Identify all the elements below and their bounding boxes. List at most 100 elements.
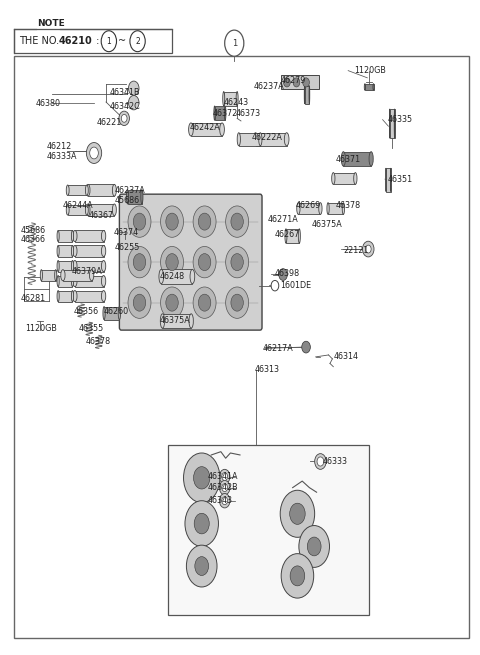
Circle shape xyxy=(90,147,98,159)
Ellipse shape xyxy=(214,106,216,121)
Text: 46242A: 46242A xyxy=(190,123,220,132)
Circle shape xyxy=(198,253,211,271)
Bar xyxy=(75,276,104,287)
Text: 45686: 45686 xyxy=(21,225,46,234)
Ellipse shape xyxy=(112,204,116,215)
Circle shape xyxy=(121,115,127,122)
Ellipse shape xyxy=(385,168,386,191)
Circle shape xyxy=(130,31,145,52)
Text: 46343: 46343 xyxy=(207,496,232,505)
Bar xyxy=(255,133,287,146)
Text: 46210: 46210 xyxy=(59,36,92,47)
Circle shape xyxy=(166,253,178,271)
Circle shape xyxy=(133,253,146,271)
Ellipse shape xyxy=(297,202,300,214)
Circle shape xyxy=(166,213,178,230)
Ellipse shape xyxy=(86,184,90,196)
Circle shape xyxy=(280,490,315,537)
Ellipse shape xyxy=(112,184,116,196)
Circle shape xyxy=(160,206,183,237)
Ellipse shape xyxy=(220,123,224,136)
Ellipse shape xyxy=(55,270,57,281)
Circle shape xyxy=(271,280,279,291)
Ellipse shape xyxy=(190,269,195,284)
FancyBboxPatch shape xyxy=(120,194,262,330)
Text: 46356: 46356 xyxy=(73,307,98,316)
Bar xyxy=(75,231,104,242)
FancyBboxPatch shape xyxy=(14,56,469,638)
Circle shape xyxy=(128,246,151,278)
Text: 46221: 46221 xyxy=(96,118,121,127)
Ellipse shape xyxy=(284,133,289,146)
Text: 46255: 46255 xyxy=(115,243,140,252)
Ellipse shape xyxy=(319,202,322,214)
Circle shape xyxy=(193,287,216,318)
Bar xyxy=(68,204,87,215)
Circle shape xyxy=(231,253,243,271)
Text: 46313: 46313 xyxy=(254,365,279,375)
Circle shape xyxy=(226,287,249,318)
Ellipse shape xyxy=(101,231,106,242)
Circle shape xyxy=(222,496,228,504)
Text: 46375A: 46375A xyxy=(159,316,191,326)
Circle shape xyxy=(86,143,102,164)
Circle shape xyxy=(302,341,311,353)
Text: 46281: 46281 xyxy=(21,293,46,303)
Bar xyxy=(104,307,120,320)
Circle shape xyxy=(219,470,230,483)
Ellipse shape xyxy=(57,291,59,302)
Bar xyxy=(58,276,72,287)
Circle shape xyxy=(299,525,329,567)
Ellipse shape xyxy=(237,133,240,146)
Circle shape xyxy=(362,241,374,257)
Text: 46373: 46373 xyxy=(235,109,260,118)
Text: 46267: 46267 xyxy=(275,229,300,238)
Circle shape xyxy=(195,557,209,576)
Ellipse shape xyxy=(373,84,374,90)
Text: 46260: 46260 xyxy=(104,307,129,316)
Bar xyxy=(162,314,191,328)
Bar xyxy=(58,261,72,272)
Bar xyxy=(215,106,225,121)
Text: 1601DE: 1601DE xyxy=(280,280,311,290)
Text: 45686: 45686 xyxy=(115,196,140,204)
Circle shape xyxy=(231,294,243,311)
Circle shape xyxy=(289,503,305,525)
Ellipse shape xyxy=(66,185,69,195)
Ellipse shape xyxy=(72,261,73,272)
Bar xyxy=(75,291,104,302)
Bar xyxy=(88,184,114,196)
Circle shape xyxy=(293,78,300,87)
Ellipse shape xyxy=(72,231,73,242)
Ellipse shape xyxy=(160,314,165,328)
Circle shape xyxy=(290,566,305,586)
Circle shape xyxy=(129,81,139,96)
Ellipse shape xyxy=(364,84,366,90)
Circle shape xyxy=(186,545,217,587)
Bar xyxy=(128,189,142,204)
Circle shape xyxy=(193,206,216,237)
Bar xyxy=(390,109,395,138)
Ellipse shape xyxy=(259,133,262,146)
Text: THE NO.: THE NO. xyxy=(19,36,59,47)
Bar xyxy=(224,92,237,106)
Ellipse shape xyxy=(57,231,59,242)
Ellipse shape xyxy=(103,307,105,320)
Circle shape xyxy=(185,500,218,546)
Text: 46243: 46243 xyxy=(223,98,248,107)
Circle shape xyxy=(128,287,151,318)
Ellipse shape xyxy=(224,106,226,121)
Ellipse shape xyxy=(89,270,94,281)
Bar xyxy=(63,270,92,281)
Circle shape xyxy=(307,537,321,556)
Ellipse shape xyxy=(72,276,73,287)
Ellipse shape xyxy=(394,109,395,138)
Circle shape xyxy=(133,213,146,230)
Circle shape xyxy=(183,453,220,502)
Bar xyxy=(328,202,343,214)
Circle shape xyxy=(222,473,228,481)
Text: :: : xyxy=(93,36,103,47)
Text: 46248: 46248 xyxy=(159,272,185,281)
FancyBboxPatch shape xyxy=(14,29,172,53)
Circle shape xyxy=(160,246,183,278)
